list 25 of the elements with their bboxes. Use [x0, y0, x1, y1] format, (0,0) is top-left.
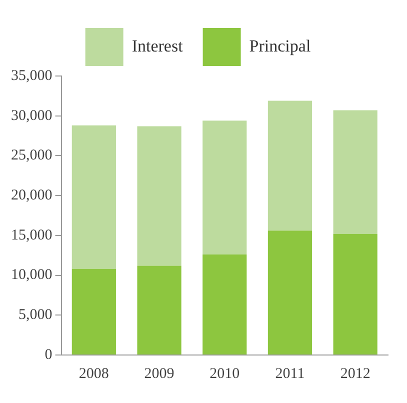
- y-tick-label: 30,000: [11, 108, 52, 124]
- bar: [333, 110, 378, 234]
- x-tick-label: 2012: [340, 366, 370, 382]
- y-tick-label: 25,000: [11, 148, 52, 164]
- bar: [268, 100, 312, 231]
- x-tick-label: 2008: [78, 366, 109, 382]
- bar: [202, 120, 247, 255]
- bar: [72, 268, 116, 354]
- y-tick-label: 35,000: [11, 68, 52, 84]
- x-tick-label: 2010: [210, 366, 240, 382]
- y-tick-label: 20,000: [11, 188, 52, 204]
- x-tick-label: 2011: [275, 366, 305, 382]
- legend-label: Principal: [249, 36, 311, 56]
- bar: [202, 254, 247, 354]
- bar: [72, 125, 116, 269]
- legend-label: Interest: [132, 36, 184, 56]
- bar: [137, 266, 182, 354]
- y-tick-label: 10,000: [11, 267, 52, 284]
- bar: [333, 234, 378, 354]
- bar: [137, 126, 182, 266]
- y-tick-label: 0: [44, 346, 52, 363]
- bar: [268, 230, 312, 354]
- x-tick-label: 2009: [144, 366, 174, 382]
- y-tick-label: 15,000: [11, 227, 52, 244]
- y-tick-label: 5,000: [18, 307, 52, 324]
